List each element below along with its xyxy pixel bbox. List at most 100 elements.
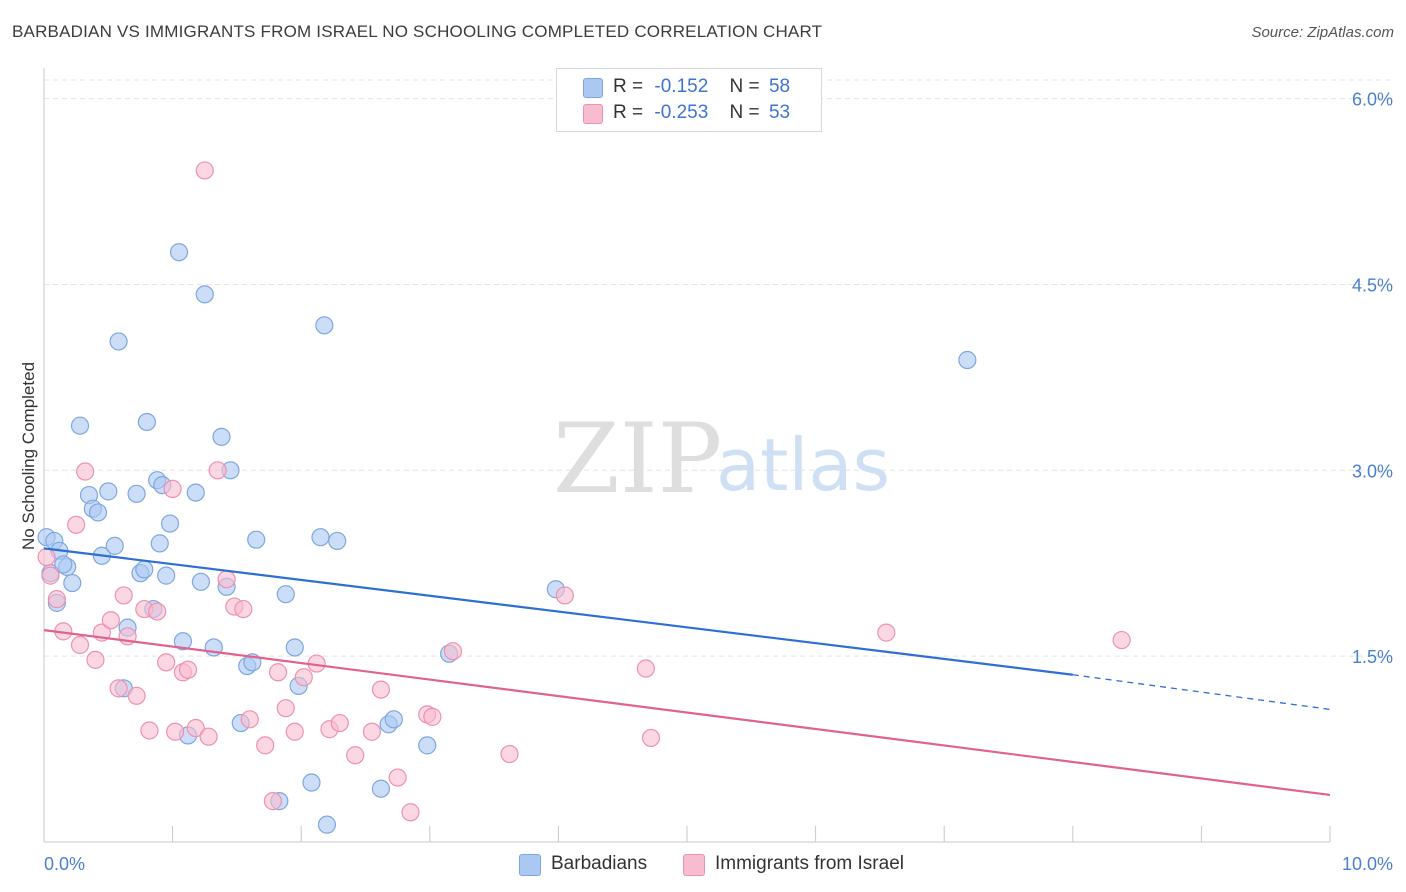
israel-point bbox=[401, 803, 420, 822]
israel-point bbox=[1112, 630, 1131, 650]
israel-point bbox=[101, 611, 120, 630]
barbadian-point bbox=[105, 536, 124, 555]
barbadian-point bbox=[384, 710, 403, 729]
barbadian-point bbox=[195, 285, 214, 304]
israel-trend-line bbox=[43, 629, 1331, 797]
barbadian-point bbox=[247, 530, 266, 549]
israel-point bbox=[86, 650, 105, 669]
barbadian-point bbox=[418, 736, 437, 755]
barbadian-point bbox=[99, 482, 118, 501]
data-points bbox=[37, 161, 1131, 834]
israel-point bbox=[37, 547, 56, 567]
israel-point bbox=[148, 602, 167, 621]
legend-n-label: N = bbox=[729, 102, 760, 123]
barbadian-point bbox=[157, 566, 176, 585]
israel-point bbox=[195, 161, 214, 180]
series-swatch-blue bbox=[519, 854, 541, 876]
israel-point bbox=[240, 710, 259, 729]
correlation-legend: R = -0.152 N = 58 R = -0.253 N = 53 bbox=[556, 68, 822, 132]
israel-point bbox=[70, 635, 90, 655]
barbadian-point bbox=[109, 332, 128, 351]
x-tick-label: 0.0% bbox=[44, 854, 85, 874]
series-swatch-pink bbox=[683, 854, 705, 876]
barbadian-point bbox=[958, 350, 977, 370]
barbadian-point bbox=[191, 572, 210, 591]
legend-swatch-pink bbox=[583, 104, 603, 124]
israel-point bbox=[276, 699, 295, 718]
israel-point bbox=[166, 722, 185, 741]
gridlines bbox=[44, 79, 1392, 657]
y-tick-label: 1.5% bbox=[1352, 647, 1393, 667]
barbadian-point bbox=[328, 531, 347, 551]
barbadian-point bbox=[169, 243, 189, 262]
legend-n-label: N = bbox=[729, 76, 760, 97]
israel-point bbox=[330, 713, 349, 733]
watermark-atlas: atlas bbox=[716, 423, 890, 507]
israel-point bbox=[140, 721, 159, 740]
israel-point bbox=[641, 728, 661, 748]
israel-point bbox=[234, 599, 253, 619]
series-label-barbadians: Barbadians bbox=[551, 853, 648, 874]
israel-point bbox=[47, 590, 66, 609]
israel-point bbox=[178, 660, 198, 679]
series-legend: Barbadians Immigrants from Israel bbox=[0, 852, 1406, 878]
israel-point bbox=[127, 686, 146, 705]
israel-point bbox=[294, 668, 313, 687]
legend-r-value: -0.253 bbox=[654, 102, 709, 123]
israel-point bbox=[285, 722, 304, 741]
israel-point bbox=[217, 570, 236, 589]
israel-point bbox=[199, 727, 218, 746]
barbadian-point bbox=[212, 427, 231, 446]
barbadian-point bbox=[63, 573, 82, 593]
legend-r-label: R = bbox=[613, 76, 644, 97]
israel-point bbox=[109, 679, 128, 698]
y-tick-label: 6.0% bbox=[1352, 90, 1393, 110]
axes: 1.5% 3.0% 4.5% 6.0% 0.0% 10.0% bbox=[43, 68, 1393, 874]
israel-point bbox=[41, 566, 60, 585]
watermark-zip: ZIP bbox=[553, 403, 722, 515]
legend-swatch-blue bbox=[583, 78, 603, 98]
israel-point bbox=[163, 479, 182, 498]
legend-n-value: 53 bbox=[768, 102, 791, 123]
israel-point bbox=[371, 680, 391, 699]
y-tick-label: 4.5% bbox=[1352, 275, 1393, 295]
barbadian-point bbox=[54, 555, 73, 574]
source-label: Source: ZipAtlas.com bbox=[1251, 24, 1394, 41]
israel-point bbox=[388, 768, 407, 787]
israel-point bbox=[208, 461, 227, 480]
barbadian-point bbox=[317, 815, 337, 834]
israel-point bbox=[157, 653, 176, 672]
barbadian-point bbox=[160, 514, 180, 533]
x-tick-label: 10.0% bbox=[1342, 854, 1393, 874]
y-tick-label: 3.0% bbox=[1352, 461, 1393, 481]
barbadian-point bbox=[88, 503, 108, 522]
israel-point bbox=[76, 462, 95, 481]
israel-point bbox=[362, 722, 382, 741]
israel-point bbox=[268, 663, 288, 682]
barbadian-point bbox=[173, 632, 192, 651]
barbadian-point bbox=[285, 638, 304, 657]
israel-point bbox=[443, 642, 463, 661]
trend-lines bbox=[43, 547, 1331, 797]
israel-point bbox=[186, 718, 205, 738]
barbadian-point bbox=[276, 585, 295, 604]
israel-point bbox=[263, 792, 283, 811]
chart-title: BARBADIAN VS IMMIGRANTS FROM ISRAEL NO S… bbox=[12, 22, 823, 41]
y-axis-label: No Schooling Completed bbox=[19, 362, 38, 550]
barbadian-point bbox=[315, 316, 334, 335]
israel-point bbox=[256, 736, 275, 755]
barbadian-point bbox=[70, 416, 90, 435]
legend-r-label: R = bbox=[613, 102, 644, 123]
barbadian-point bbox=[311, 528, 330, 547]
israel-point bbox=[636, 659, 655, 678]
barbadian-point bbox=[135, 560, 154, 579]
barbadian-point bbox=[302, 773, 321, 792]
israel-point bbox=[877, 623, 896, 642]
israel-point bbox=[67, 515, 86, 534]
israel-point bbox=[500, 744, 519, 764]
barbadian-point bbox=[186, 483, 205, 502]
legend-r-value: -0.152 bbox=[654, 76, 709, 97]
barbadian-point bbox=[150, 534, 169, 553]
israel-point bbox=[114, 586, 133, 605]
